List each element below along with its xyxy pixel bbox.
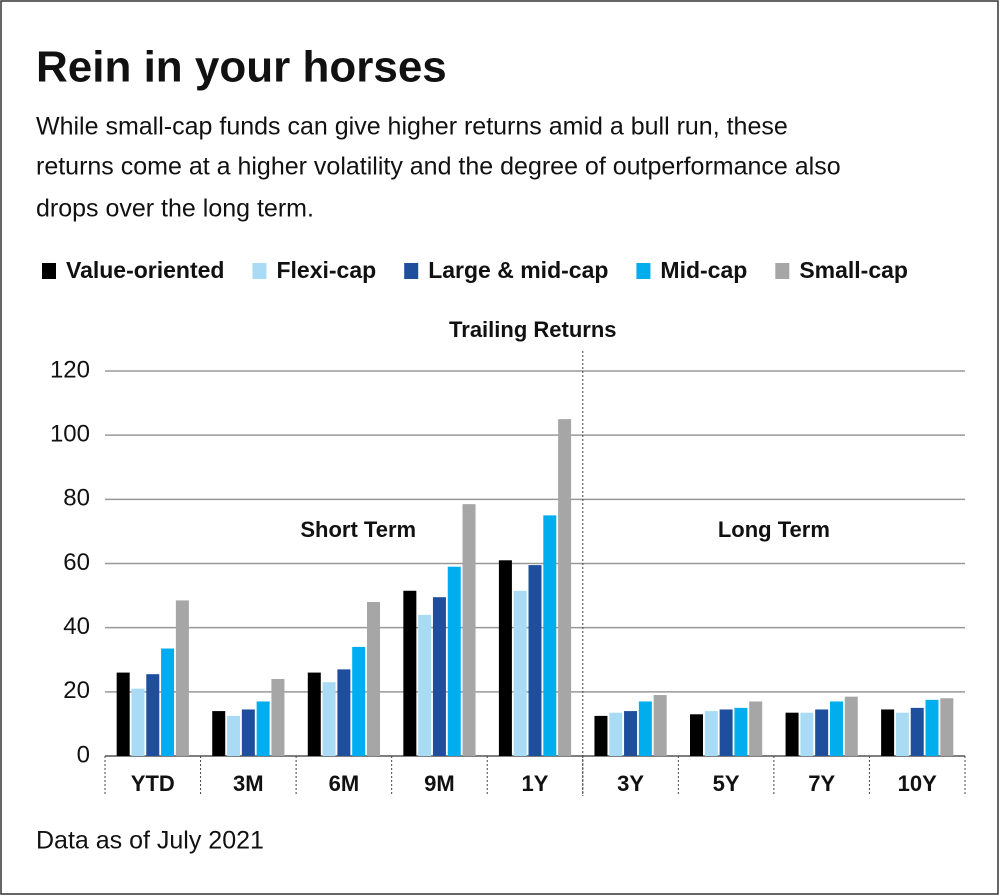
bar [403, 590, 417, 756]
bar [175, 600, 189, 756]
bar [690, 714, 704, 756]
x-tick-label: 6M [329, 771, 360, 796]
x-tick-label: 7Y [808, 771, 835, 796]
x-tick-label: 3Y [617, 771, 644, 796]
bar [271, 679, 285, 756]
x-tick-label: 3M [233, 771, 264, 796]
legend-swatch [775, 263, 790, 279]
bar [418, 614, 432, 756]
annotation: Short Term [300, 517, 416, 542]
bar [322, 682, 336, 756]
bar [513, 590, 527, 756]
x-tick-label: 10Y [898, 771, 937, 796]
y-tick-label: 120 [50, 356, 90, 383]
bar [624, 711, 638, 756]
x-tick-label: 9M [424, 771, 455, 796]
bar [734, 707, 748, 756]
subtitle: drops over the long term. [36, 195, 314, 223]
legend-label: Large & mid-cap [428, 257, 608, 283]
bar [462, 504, 476, 756]
bar [895, 712, 909, 756]
subtitle: returns come at a higher volatility and … [36, 153, 841, 181]
y-tick-label: 80 [63, 485, 90, 512]
footnote: Data as of July 2021 [36, 827, 264, 855]
y-tick-label: 60 [63, 549, 90, 576]
bar [558, 419, 572, 756]
bar [925, 699, 939, 756]
legend-label: Value-oriented [66, 257, 224, 283]
bar [528, 565, 542, 756]
bar [749, 701, 763, 756]
bar [940, 698, 954, 756]
bar [543, 515, 557, 756]
bar [594, 715, 608, 756]
annotation: Long Term [718, 517, 830, 542]
subtitle: While small-cap funds can give higher re… [36, 113, 788, 141]
chart-title: Rein in your horses [36, 43, 447, 92]
legend-swatch [42, 263, 56, 279]
y-tick-label: 40 [63, 613, 90, 640]
bar [800, 712, 814, 756]
bar [212, 711, 226, 756]
bar [815, 709, 829, 756]
bar [116, 672, 130, 756]
bar [609, 712, 623, 756]
legend-swatch [404, 263, 419, 279]
bar [719, 709, 733, 756]
x-tick-label: YTD [131, 771, 175, 796]
bar [785, 712, 799, 756]
bar [146, 674, 160, 756]
y-tick-label: 20 [63, 677, 90, 704]
bar [366, 602, 380, 756]
bar [307, 672, 321, 756]
bar [881, 709, 895, 756]
bar [337, 669, 351, 756]
x-tick-label: 5Y [713, 771, 740, 796]
legend-swatch [636, 263, 651, 279]
bar [241, 709, 255, 756]
legend-label: Small-cap [799, 257, 908, 283]
bar [910, 707, 924, 756]
bar [227, 715, 241, 756]
bar [844, 696, 858, 756]
bar [161, 648, 175, 756]
x-tick-label: 1Y [522, 771, 549, 796]
bar [447, 566, 461, 756]
bar [653, 695, 667, 756]
bar [131, 688, 145, 756]
y-tick-label: 0 [77, 741, 90, 768]
annotation: Trailing Returns [449, 317, 616, 342]
bar [829, 701, 843, 756]
legend-label: Mid-cap [660, 257, 747, 283]
bar [432, 597, 446, 756]
bar [638, 701, 652, 756]
legend-label: Flexi-cap [276, 257, 376, 283]
y-tick-label: 100 [50, 421, 90, 448]
legend-swatch [252, 263, 267, 279]
bar [352, 646, 366, 756]
bar [256, 701, 270, 756]
bar [498, 560, 512, 756]
bar [704, 711, 718, 756]
